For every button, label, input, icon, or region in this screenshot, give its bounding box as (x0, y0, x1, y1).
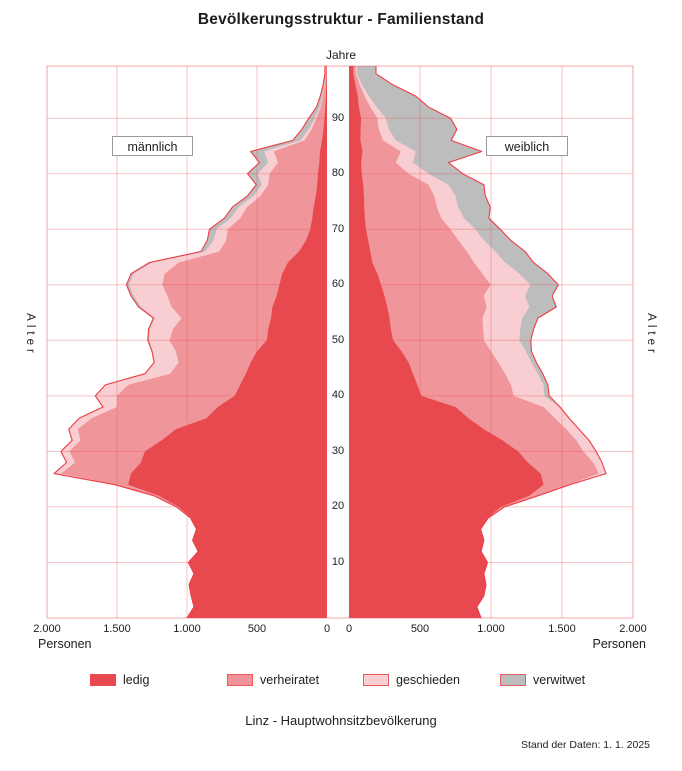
top-axis-label: Jahre (325, 48, 357, 62)
legend-item-ledig: ledig (90, 671, 150, 687)
age-tick-label: 50 (331, 333, 345, 346)
age-tick-label: 90 (331, 111, 345, 124)
age-tick-label: 70 (331, 222, 345, 235)
age-tick-label: 30 (331, 444, 345, 457)
x-axis-label-right: Personen (592, 637, 646, 651)
legend-swatch (363, 674, 389, 686)
legend-item-geschieden: geschieden (363, 671, 460, 687)
male-ledig-area (128, 66, 327, 618)
male-outline (53, 66, 326, 619)
chart-caption: Linz - Hauptwohnsitzbevölkerung (245, 713, 437, 728)
legend-item-verwitwet: verwitwet (500, 671, 586, 687)
y-axis-label-right: Alter (645, 313, 657, 357)
age-tick-label: 40 (331, 389, 345, 402)
legend-swatch (227, 674, 253, 686)
x-tick-label: 500 (247, 623, 267, 635)
male-group-label: männlich (112, 136, 193, 156)
chart-title: Bevölkerungsstruktur - Familienstand (197, 11, 485, 28)
legend-swatch (500, 674, 526, 686)
x-tick-label: 1.000 (173, 623, 201, 635)
age-tick-label: 20 (331, 500, 345, 513)
x-tick-label: 0 (345, 623, 353, 635)
data-date-note: Stand der Daten: 1. 1. 2025 (520, 739, 650, 751)
age-tick-label: 10 (331, 555, 345, 568)
x-tick-label: 2.000 (33, 623, 61, 635)
legend-label: verheiratet (260, 673, 320, 687)
female-group-label: weiblich (486, 136, 568, 156)
age-tick-label: 80 (331, 167, 345, 180)
x-tick-label: 2.000 (619, 623, 647, 635)
x-tick-label: 1.500 (548, 623, 576, 635)
female-outline (375, 66, 607, 619)
x-tick-label: 0 (323, 623, 331, 635)
legend-label: geschieden (396, 673, 460, 687)
legend-label: ledig (123, 673, 150, 687)
x-tick-label: 1.000 (477, 623, 505, 635)
y-axis-label-left: Alter (24, 313, 36, 357)
legend-swatch (90, 674, 116, 686)
x-tick-label: 500 (410, 623, 430, 635)
age-tick-label: 60 (331, 278, 345, 291)
legend-item-verheiratet: verheiratet (227, 671, 320, 687)
female-ledig-area (349, 66, 544, 618)
legend-label: verwitwet (533, 673, 586, 687)
x-axis-label-left: Personen (38, 637, 92, 651)
x-tick-label: 1.500 (103, 623, 131, 635)
